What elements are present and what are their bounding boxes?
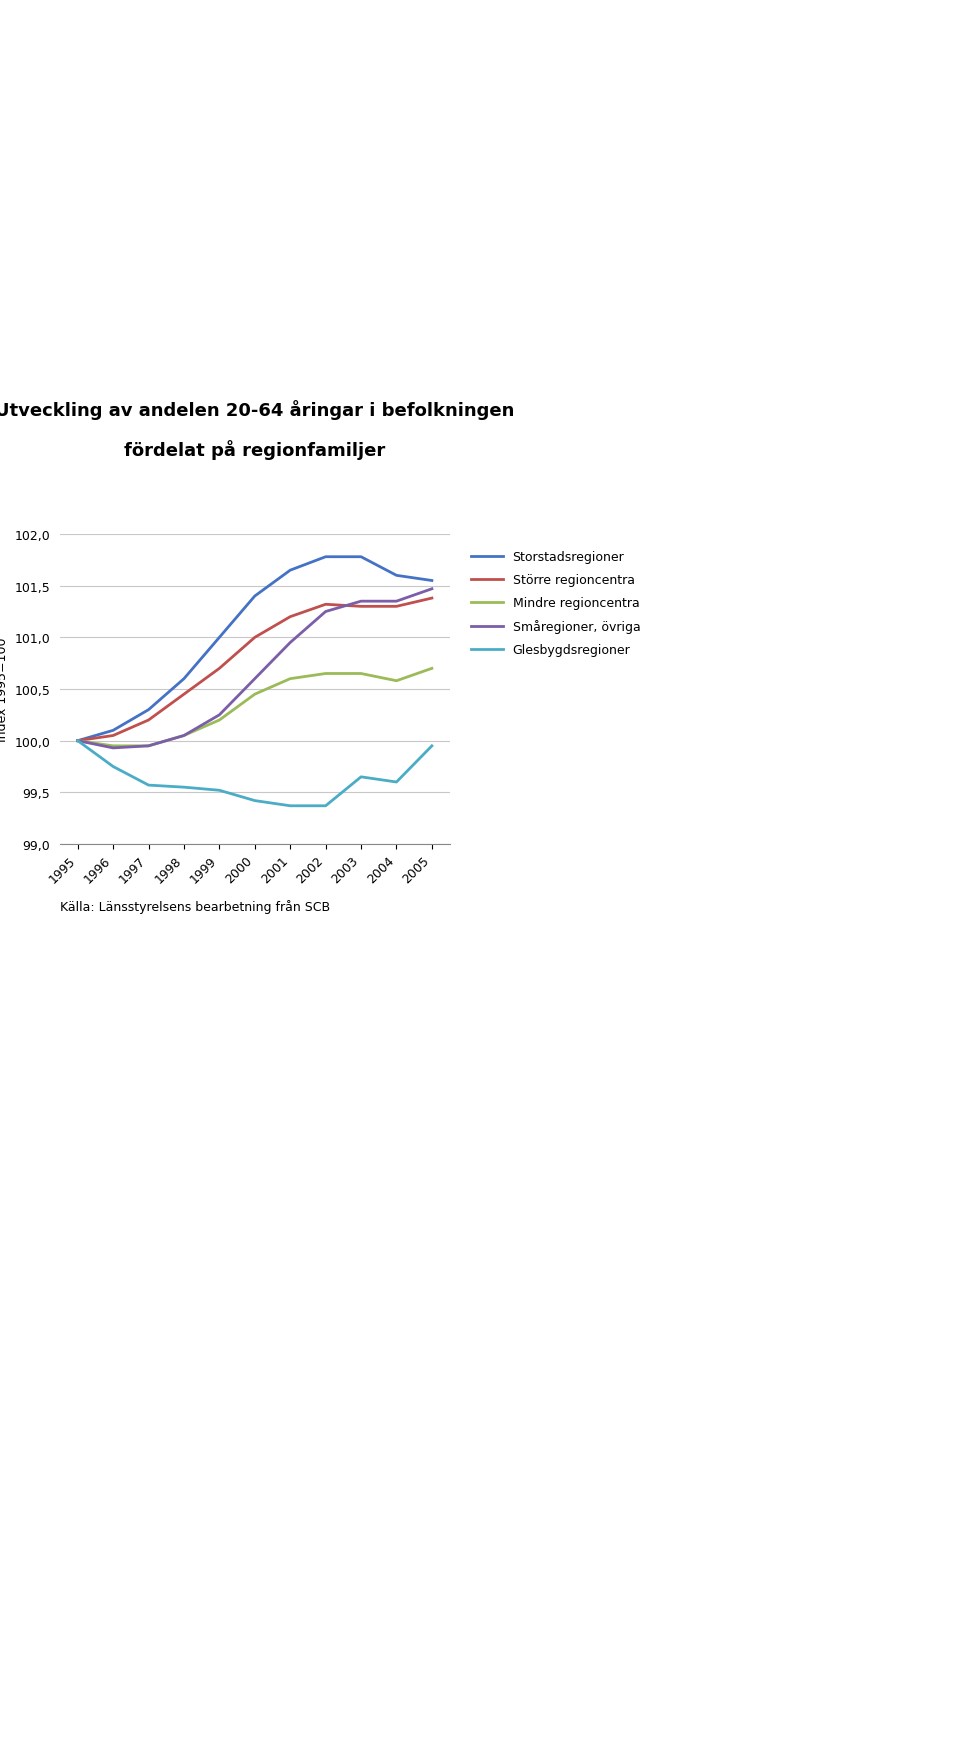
Text: Källa: Länsstyrelsens bearbetning från SCB: Källa: Länsstyrelsens bearbetning från S…	[60, 900, 330, 914]
Line: Storstadsregioner: Storstadsregioner	[78, 557, 432, 741]
Glesbygdsregioner	[284, 796, 296, 817]
Mindre regioncentra	[249, 683, 260, 705]
Glesbygdsregioner	[355, 766, 367, 787]
Större regioncentra	[143, 710, 155, 731]
Line: Mindre regioncentra: Mindre regioncentra	[78, 669, 432, 747]
Storstadsregioner	[249, 587, 260, 608]
Större regioncentra	[72, 731, 84, 752]
Mindre regioncentra	[391, 671, 402, 692]
Glesbygdsregioner	[108, 757, 119, 778]
Småregioner, övriga	[426, 578, 438, 599]
Mindre regioncentra	[72, 731, 84, 752]
Större regioncentra	[249, 627, 260, 648]
Glesbygdsregioner	[72, 731, 84, 752]
Småregioner, övriga	[355, 592, 367, 613]
Glesbygdsregioner	[214, 780, 226, 801]
Större regioncentra	[284, 606, 296, 627]
Mindre regioncentra	[143, 736, 155, 757]
Mindre regioncentra	[355, 664, 367, 685]
Storstadsregioner	[426, 571, 438, 592]
Mindre regioncentra	[320, 664, 331, 685]
Glesbygdsregioner	[391, 771, 402, 792]
Mindre regioncentra	[284, 669, 296, 691]
Större regioncentra	[179, 683, 190, 705]
Småregioner, övriga	[179, 726, 190, 747]
Storstadsregioner	[72, 731, 84, 752]
Glesbygdsregioner	[426, 736, 438, 757]
Y-axis label: Index 1995=100: Index 1995=100	[0, 638, 9, 741]
Småregioner, övriga	[72, 731, 84, 752]
Mindre regioncentra	[426, 659, 438, 680]
Småregioner, övriga	[108, 738, 119, 759]
Storstadsregioner	[355, 546, 367, 568]
Glesbygdsregioner	[179, 777, 190, 798]
Storstadsregioner	[143, 699, 155, 720]
Storstadsregioner	[108, 720, 119, 741]
Småregioner, övriga	[214, 705, 226, 726]
Större regioncentra	[391, 596, 402, 617]
Line: Glesbygdsregioner: Glesbygdsregioner	[78, 741, 432, 806]
Text: fördelat på regionfamiljer: fördelat på regionfamiljer	[124, 439, 385, 460]
Storstadsregioner	[179, 669, 190, 691]
Storstadsregioner	[284, 560, 296, 582]
Line: Större regioncentra: Större regioncentra	[78, 599, 432, 741]
Storstadsregioner	[391, 566, 402, 587]
Mindre regioncentra	[214, 710, 226, 731]
Text: Utveckling av andelen 20-64 åringar i befolkningen: Utveckling av andelen 20-64 åringar i be…	[0, 401, 515, 420]
Större regioncentra	[108, 726, 119, 747]
Line: Småregioner, övriga: Småregioner, övriga	[78, 589, 432, 748]
Småregioner, övriga	[249, 669, 260, 691]
Glesbygdsregioner	[143, 775, 155, 796]
Mindre regioncentra	[179, 726, 190, 747]
Större regioncentra	[320, 594, 331, 615]
Storstadsregioner	[214, 627, 226, 648]
Småregioner, övriga	[143, 736, 155, 757]
Småregioner, övriga	[320, 601, 331, 622]
Större regioncentra	[426, 589, 438, 610]
Större regioncentra	[214, 659, 226, 680]
Större regioncentra	[355, 596, 367, 617]
Storstadsregioner	[320, 546, 331, 568]
Småregioner, övriga	[391, 592, 402, 613]
Glesbygdsregioner	[320, 796, 331, 817]
Småregioner, övriga	[284, 633, 296, 654]
Glesbygdsregioner	[249, 791, 260, 812]
Mindre regioncentra	[108, 736, 119, 757]
Legend: Storstadsregioner, Större regioncentra, Mindre regioncentra, Småregioner, övriga: Storstadsregioner, Större regioncentra, …	[468, 546, 644, 661]
